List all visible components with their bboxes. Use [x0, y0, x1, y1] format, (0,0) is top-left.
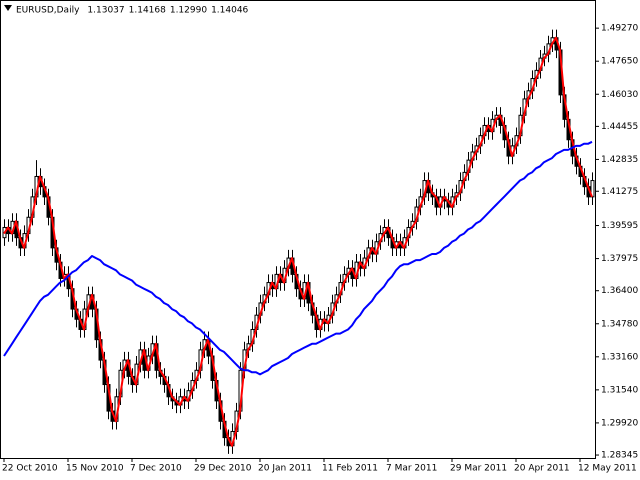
x-tick-label: 20 Apr 2011	[514, 464, 570, 474]
x-tick-label: 29 Mar 2011	[450, 464, 507, 474]
x-tick-label: 15 Nov 2010	[66, 464, 124, 474]
y-tick-label: 1.49270	[601, 24, 638, 34]
x-tick-label: 7 Dec 2010	[130, 464, 182, 474]
y-tick-label: 1.41275	[601, 187, 638, 197]
y-tick-label: 1.44455	[601, 122, 638, 132]
candle-body	[590, 180, 595, 198]
chart-title: EURUSD,Daily	[16, 6, 80, 16]
x-tick-label: 22 Oct 2010	[2, 464, 58, 474]
x-tick-label: 11 Feb 2011	[322, 464, 378, 474]
y-tick-label: 1.31540	[601, 385, 638, 395]
y-tick-label: 1.29920	[601, 418, 638, 428]
y-tick-label: 1.37975	[601, 254, 638, 264]
y-tick-label: 1.42835	[601, 155, 638, 165]
y-tick-label: 1.33160	[601, 352, 638, 362]
plot-frame	[0, 0, 596, 459]
header-value: 1.12990	[170, 6, 207, 16]
header-value: 1.13037	[87, 6, 124, 16]
header-value: 1.14046	[211, 6, 248, 16]
x-tick-label: 7 Mar 2011	[386, 464, 437, 474]
y-tick-label: 1.39595	[601, 221, 638, 231]
y-tick-label: 1.47650	[601, 57, 638, 67]
y-tick-label: 1.36400	[601, 286, 638, 296]
x-tick-label: 29 Dec 2010	[194, 464, 252, 474]
moving-average-line	[3, 140, 593, 376]
y-tick-label: 1.34780	[601, 319, 638, 329]
x-tick-label: 20 Jan 2011	[258, 464, 312, 474]
header-value: 1.14168	[129, 6, 166, 16]
x-tick-label: 12 May 2011	[578, 464, 637, 474]
y-tick-label: 1.46030	[601, 90, 638, 100]
symbol-icon	[4, 5, 12, 11]
y-tick-label: 1.28345	[601, 451, 638, 461]
moving-average-line	[3, 36, 593, 447]
